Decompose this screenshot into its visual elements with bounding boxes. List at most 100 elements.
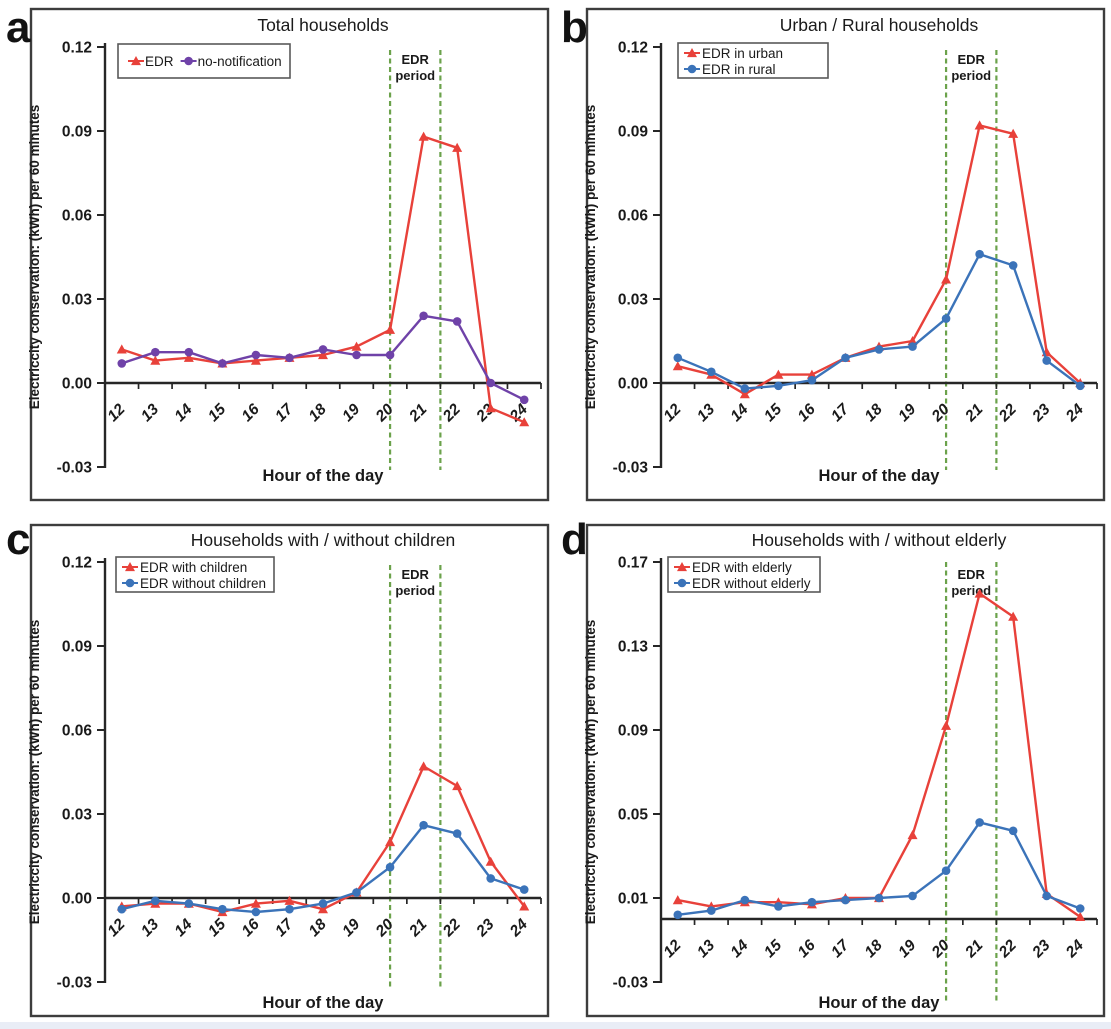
x-tick-label: 22 xyxy=(995,937,1020,962)
y-tick-label: 0.05 xyxy=(618,807,649,824)
x-tick-label: 20 xyxy=(372,916,397,941)
data-point-marker xyxy=(419,311,428,321)
panel-letter: c xyxy=(6,515,31,564)
data-point-marker xyxy=(151,347,160,357)
data-point-marker xyxy=(452,317,462,326)
data-point-marker xyxy=(774,902,783,911)
series-line xyxy=(121,135,525,424)
y-tick-label: 0.13 xyxy=(618,639,649,656)
y-axis-title: Electriccity conservation: (kWh) per 60 … xyxy=(27,620,42,925)
legend-marker xyxy=(687,48,697,58)
x-tick-label: 23 xyxy=(1029,937,1054,962)
data-point-marker xyxy=(841,353,850,363)
data-point-marker xyxy=(773,369,784,379)
data-point-marker xyxy=(1075,911,1086,921)
data-point-marker xyxy=(941,274,952,284)
data-point-marker xyxy=(774,381,783,391)
legend-marker xyxy=(184,56,193,66)
x-tick-label: 15 xyxy=(205,916,229,940)
data-point-marker xyxy=(975,249,984,259)
x-tick-label: 13 xyxy=(694,401,718,425)
x-tick-label: 21 xyxy=(962,401,987,426)
data-point-marker xyxy=(874,893,884,903)
x-tick-label: 24 xyxy=(1062,401,1087,426)
x-tick-label: 12 xyxy=(104,916,128,940)
y-tick-label: 0.06 xyxy=(62,723,93,740)
y-tick-label: 0.17 xyxy=(618,555,648,572)
chart-title: Households with / without elderly xyxy=(752,530,1007,550)
data-point-marker xyxy=(519,395,529,405)
x-axis: 12 13 14 15 16 17 18 19 20 21 22 23 24 xyxy=(660,917,1098,962)
data-point-marker xyxy=(218,359,227,368)
data-point-marker xyxy=(519,885,529,894)
legend-label: EDR in rural xyxy=(702,62,776,77)
legend-marker xyxy=(687,64,697,74)
data-point-marker xyxy=(284,895,295,905)
legend-label: EDR without elderly xyxy=(692,576,811,591)
data-point-marker xyxy=(452,829,462,838)
data-point-marker xyxy=(218,904,227,914)
y-axis-title: Electriccity conservation: (kWh) per 60 … xyxy=(583,105,598,410)
data-point-marker xyxy=(485,403,496,413)
legend-box xyxy=(677,42,829,79)
legend-marker xyxy=(125,562,135,572)
series-edr-with-elderly xyxy=(672,588,1086,921)
data-point-marker xyxy=(418,761,429,771)
edr-period-label: EDR xyxy=(958,52,986,67)
x-tick-label: 14 xyxy=(727,937,751,961)
data-point-marker xyxy=(250,355,261,365)
data-point-marker xyxy=(184,347,194,357)
x-tick-label: 21 xyxy=(406,401,431,426)
data-point-marker xyxy=(485,856,496,866)
data-point-marker xyxy=(941,720,952,730)
data-point-marker xyxy=(150,355,161,365)
data-point-marker xyxy=(974,588,985,598)
edr-period-label: period xyxy=(951,583,991,598)
y-axis-title: Electriccity conservation: (kWh) per 60 … xyxy=(583,620,598,925)
chart-title: Households with / without children xyxy=(191,530,456,550)
data-point-marker xyxy=(740,895,750,905)
data-point-marker xyxy=(419,820,428,830)
data-point-marker xyxy=(1042,891,1051,901)
data-point-marker xyxy=(673,910,683,920)
data-point-marker xyxy=(1008,128,1019,138)
y-tick-label: 0.06 xyxy=(618,208,649,225)
data-point-marker xyxy=(285,353,294,363)
legend-label: EDR with children xyxy=(140,560,247,575)
x-tick-label: 17 xyxy=(272,915,297,940)
data-point-marker xyxy=(1008,611,1019,621)
x-tick-label: 18 xyxy=(862,937,886,961)
data-point-marker xyxy=(1008,826,1018,836)
chart-svg: Total householdsEDRperiod0.120.090.060.0… xyxy=(27,7,550,502)
panel-total-households: Total households EDR period 0.12 0.09 0.06 0.0… xyxy=(0,0,555,510)
edr-period-label: EDR xyxy=(402,567,430,582)
data-point-marker xyxy=(318,350,328,360)
edr-period-label: EDR xyxy=(402,52,430,67)
data-point-marker xyxy=(486,874,495,883)
data-point-marker xyxy=(519,901,530,911)
data-point-marker xyxy=(184,899,194,908)
x-tick-label: 22 xyxy=(439,916,464,941)
data-point-marker xyxy=(908,342,917,351)
data-point-marker xyxy=(806,369,817,379)
y-tick-label: 0.12 xyxy=(618,40,648,57)
data-point-marker xyxy=(707,906,716,915)
chart-title: Total households xyxy=(257,15,389,35)
x-tick-label: 16 xyxy=(795,937,819,961)
edr-period-label: EDR xyxy=(958,567,986,582)
x-tick-label: 23 xyxy=(1029,401,1054,426)
legend-marker xyxy=(677,562,687,572)
y-tick-label: 0.12 xyxy=(62,555,92,572)
x-tick-label: 23 xyxy=(473,401,498,426)
x-tick-label: 24 xyxy=(506,916,531,941)
x-tick-label: 12 xyxy=(660,401,684,425)
x-tick-label: 24 xyxy=(506,401,531,426)
x-tick-label: 18 xyxy=(306,916,330,940)
x-tick-label: 15 xyxy=(761,937,785,961)
data-point-marker xyxy=(908,891,917,901)
data-point-marker xyxy=(318,899,328,908)
y-tick-label: 0.06 xyxy=(62,208,93,225)
y-tick-label: 0.12 xyxy=(62,40,92,57)
y-tick-label: 0.09 xyxy=(62,124,93,141)
